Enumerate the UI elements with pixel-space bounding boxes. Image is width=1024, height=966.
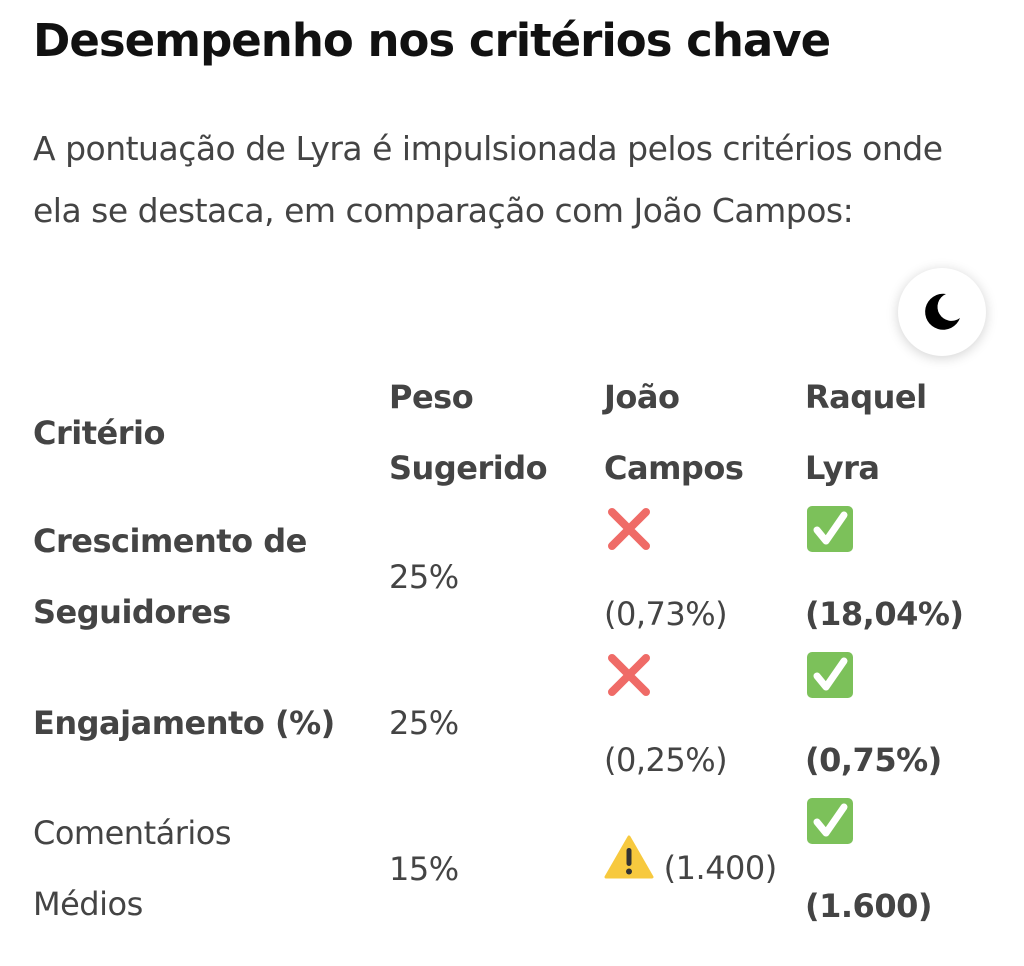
cell-peso: 15% [389, 849, 459, 888]
criterio-line: Médios [33, 885, 143, 923]
table-row: Comentários Médios 15% (1.400) (1.600) [24, 796, 994, 942]
cell-joao: (0,25%) [595, 650, 796, 796]
warning-icon [604, 834, 654, 905]
header-line: João [604, 378, 680, 416]
raquel-value: (1.600) [805, 887, 932, 925]
table-row: Crescimento de Seguidores 25% (0,73%) (18,04… [24, 504, 994, 650]
criterio-line: Crescimento de [33, 522, 307, 560]
header-raquel: Raquel Lyra [796, 362, 994, 504]
intro-paragraph: A pontuação de Lyra é impulsionada pelos… [33, 129, 943, 230]
table-row: Engajamento (%) 25% (0,25%) (0,75%) [24, 650, 994, 796]
criterio-line: Engajamento (%) [33, 703, 335, 742]
cell-criterio: Comentários Médios [24, 796, 380, 942]
criteria-table: Critério Peso Sugerido João Campos Raquel L… [24, 362, 994, 942]
header-line: Campos [604, 449, 744, 487]
check-mark-icon [805, 796, 985, 871]
header-peso: Peso Sugerido [380, 362, 595, 504]
cross-mark-icon [604, 650, 787, 725]
cell-peso: 25% [389, 557, 459, 596]
check-mark-icon [805, 504, 985, 579]
cell-joao: (0,73%) [595, 504, 796, 650]
header-line: Raquel [805, 378, 927, 416]
cell-criterio: Crescimento de Seguidores [24, 504, 380, 650]
criterio-line: Comentários [33, 814, 232, 852]
raquel-value: (0,75%) [805, 741, 942, 779]
joao-value: (1.400) [663, 848, 778, 887]
section-title: Desempenho nos critérios chave [33, 14, 831, 67]
joao-value: (0,73%) [604, 595, 728, 633]
cell-raquel: (0,75%) [796, 650, 994, 796]
table-header-row: Critério Peso Sugerido João Campos Raquel L… [24, 362, 994, 504]
cell-raquel: (1.600) [796, 796, 994, 942]
cross-mark-icon [604, 504, 787, 579]
raquel-value: (18,04%) [805, 595, 964, 633]
check-mark-icon [805, 650, 985, 725]
header-line: Lyra [805, 449, 880, 487]
moon-icon [925, 293, 960, 330]
header-criterio: Critério [33, 413, 165, 452]
header-line: Peso [389, 378, 474, 416]
joao-value: (0,25%) [604, 741, 728, 779]
header-joao: João Campos [595, 362, 796, 504]
header-line: Sugerido [389, 449, 548, 487]
cell-criterio: Engajamento (%) [24, 650, 380, 796]
cell-raquel: (18,04%) [796, 504, 994, 650]
cell-peso: 25% [389, 703, 459, 742]
cell-joao: (1.400) [595, 796, 796, 942]
criterio-line: Seguidores [33, 593, 231, 631]
theme-toggle-button[interactable] [898, 268, 986, 356]
